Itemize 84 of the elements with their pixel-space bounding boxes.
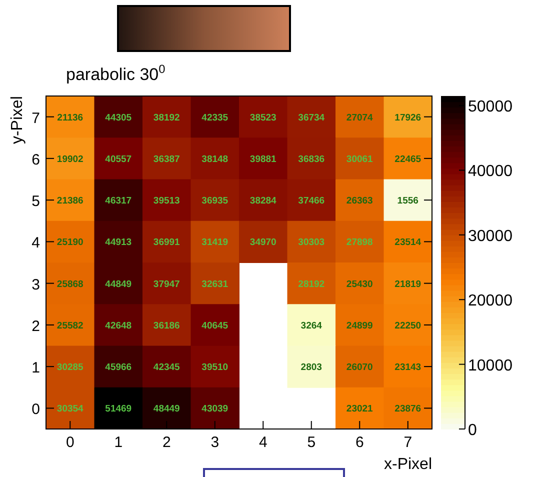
data-label: 51469 (105, 404, 132, 415)
chart-title: parabolic 30$^{0}$ (66, 62, 166, 84)
data-label: 37947 (153, 278, 180, 290)
data-label: 44849 (105, 278, 132, 290)
data-label: 30061 (346, 154, 374, 165)
data-label: 42345 (153, 362, 181, 374)
data-label: 21386 (56, 196, 84, 207)
data-label: 2803 (300, 362, 322, 374)
data-label: 45966 (105, 362, 132, 374)
color-bar-label: 50000 (468, 98, 513, 116)
data-label: 36734 (298, 112, 326, 124)
data-label: 24899 (346, 320, 373, 332)
data-label: 42648 (105, 320, 132, 332)
data-label: 38523 (250, 112, 276, 124)
data-label: 27898 (346, 237, 373, 248)
data-label: 27074 (346, 112, 374, 124)
data-label: 40557 (105, 154, 132, 165)
color-bar-label: 30000 (468, 228, 513, 245)
data-label: 44305 (105, 112, 132, 124)
data-label: 39510 (202, 362, 228, 374)
data-label: 30354 (56, 404, 84, 415)
data-label: 25868 (56, 278, 84, 290)
data-label: 36991 (153, 237, 181, 248)
data-label: 23021 (346, 404, 374, 415)
x-tick-label: 1 (114, 434, 123, 451)
data-label: 26070 (346, 362, 373, 374)
data-label: 38284 (250, 196, 278, 207)
data-label: 30303 (298, 237, 325, 248)
data-label: 36387 (153, 154, 180, 165)
data-label: 1556 (397, 196, 418, 207)
data-label: 17926 (394, 112, 422, 124)
color-bar-label: 20000 (468, 292, 513, 310)
data-label: 23876 (394, 404, 422, 415)
data-label: 34970 (250, 237, 276, 248)
data-label: 21136 (57, 112, 84, 124)
data-label: 36836 (298, 154, 325, 165)
data-label: 43039 (202, 404, 228, 415)
x-tick-label: 7 (404, 434, 412, 451)
data-label: 25430 (346, 278, 373, 290)
color-bar-label: 0 (468, 422, 477, 439)
data-label: 36186 (153, 320, 180, 332)
x-tick-label: 0 (66, 434, 74, 451)
data-label: 40645 (202, 320, 229, 332)
data-label: 36935 (202, 196, 229, 207)
y-tick-label: 5 (32, 193, 40, 210)
x-tick-label: 6 (355, 434, 364, 451)
data-label: 21819 (394, 278, 422, 290)
data-label: 23143 (394, 362, 422, 374)
y-tick-label: 6 (32, 151, 40, 168)
x-tick-label: 4 (258, 434, 268, 451)
data-label: 31419 (202, 237, 228, 248)
x-tick-label: 3 (210, 434, 220, 451)
data-label: 46317 (105, 196, 132, 207)
data-label: 26363 (346, 196, 373, 207)
y-tick-label: 2 (32, 318, 40, 335)
data-label: 37466 (298, 196, 325, 207)
data-label: 38148 (202, 154, 228, 165)
data-label: 28192 (298, 278, 325, 290)
data-label: 22465 (394, 154, 422, 165)
y-tick-label: 3 (32, 276, 40, 294)
data-label: 44913 (105, 237, 132, 248)
data-label: 25190 (56, 237, 84, 248)
y-tick-label: 0 (32, 401, 40, 418)
data-label: 42335 (202, 112, 229, 124)
data-label: 48449 (153, 404, 180, 415)
data-label: 23514 (394, 237, 422, 248)
color-bar-label: 10000 (468, 357, 513, 374)
y-tick-label: 7 (32, 110, 40, 127)
x-tick-label: 2 (162, 434, 171, 451)
data-label: 30285 (56, 362, 84, 374)
x-axis-title: x-Pixel (384, 456, 432, 473)
data-label: 19902 (56, 154, 84, 165)
data-label: 38192 (153, 112, 180, 124)
data-label: 3264 (300, 320, 323, 332)
data-label: 32631 (202, 278, 229, 290)
data-label: 25582 (56, 320, 84, 332)
y-tick-label: 4 (32, 234, 40, 252)
color-bar-label: 40000 (468, 163, 513, 180)
y-axis-title: y-Pixel (9, 96, 26, 144)
data-label: 39881 (250, 154, 278, 165)
data-label: 39513 (153, 196, 180, 207)
data-label: 22250 (394, 320, 422, 332)
y-tick-label: 1 (32, 360, 40, 377)
x-tick-label: 5 (307, 434, 316, 451)
